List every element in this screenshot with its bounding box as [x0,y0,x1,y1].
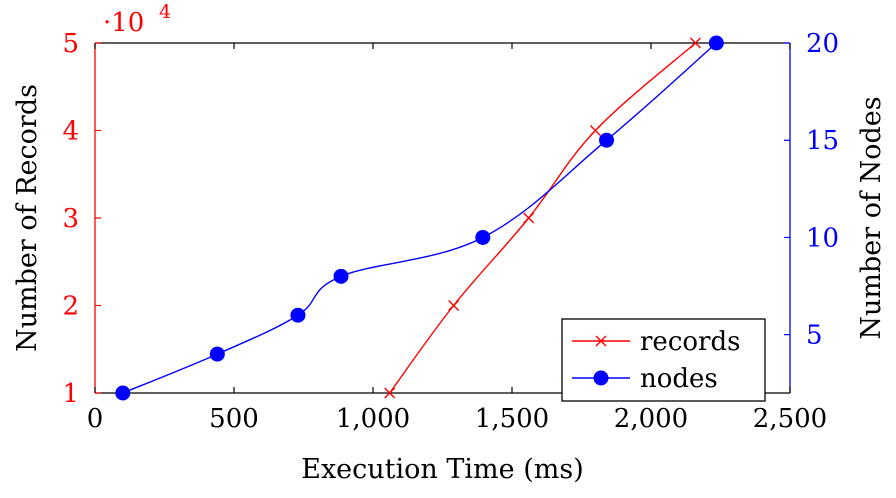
data-point-nodes [599,132,615,148]
right-tick-label: 5 [806,321,823,351]
left-axis-multiplier: ·10 [103,8,144,38]
legend-box [561,318,766,402]
x-tick-label: 2,000 [614,404,688,434]
x-axis: 0 500 1,000 1,500 2,000 2,500 Execution Time (… [87,43,827,485]
left-tick-label: 1 [62,379,79,409]
right-axis-title: Number of Nodes [856,96,887,339]
x-tick-label: 2,500 [753,404,827,434]
legend-label: nodes [640,364,718,394]
legend-entry-nodes: nodes [572,364,718,394]
series-records [384,37,701,399]
right-tick-label: 15 [806,126,839,156]
right-tick-label: 10 [806,223,839,253]
data-point-records [523,212,535,224]
x-tick-label: 0 [87,404,104,434]
data-point-nodes [333,268,349,284]
data-point-nodes [290,307,306,323]
x-tick-label: 1,500 [475,404,549,434]
right-tick-label: 20 [806,29,839,59]
data-point-records [589,125,601,136]
x-tick-label: 500 [209,404,259,434]
legend-marker [595,335,607,347]
series-nodes [115,35,724,401]
legend-marker [593,370,609,386]
left-y-axis: 1 2 3 4 5 ·10 4 Number of Records [12,1,171,409]
series-layer [115,35,724,401]
left-tick-label: 3 [62,204,79,234]
legend-label: records [640,327,740,357]
data-point-records [689,37,701,49]
data-point-nodes [708,35,724,51]
right-y-axis: 5 10 15 20 Number of Nodes [784,29,887,351]
x-axis-title: Execution Time (ms) [301,454,583,485]
data-point-nodes [209,346,225,362]
data-point-records [448,300,460,311]
left-tick-label: 2 [62,292,79,322]
legend-entry-records: records [572,327,740,357]
data-point-records [384,387,396,399]
data-point-nodes [115,385,131,401]
x-tick-label: 1,000 [336,404,410,434]
legend: records nodes [561,318,766,402]
left-tick-label: 5 [62,29,79,59]
left-tick-label: 4 [62,117,79,147]
left-axis-title: Number of Records [12,84,43,352]
left-axis-multiplier-exponent: 4 [159,1,171,23]
data-point-nodes [475,229,491,245]
